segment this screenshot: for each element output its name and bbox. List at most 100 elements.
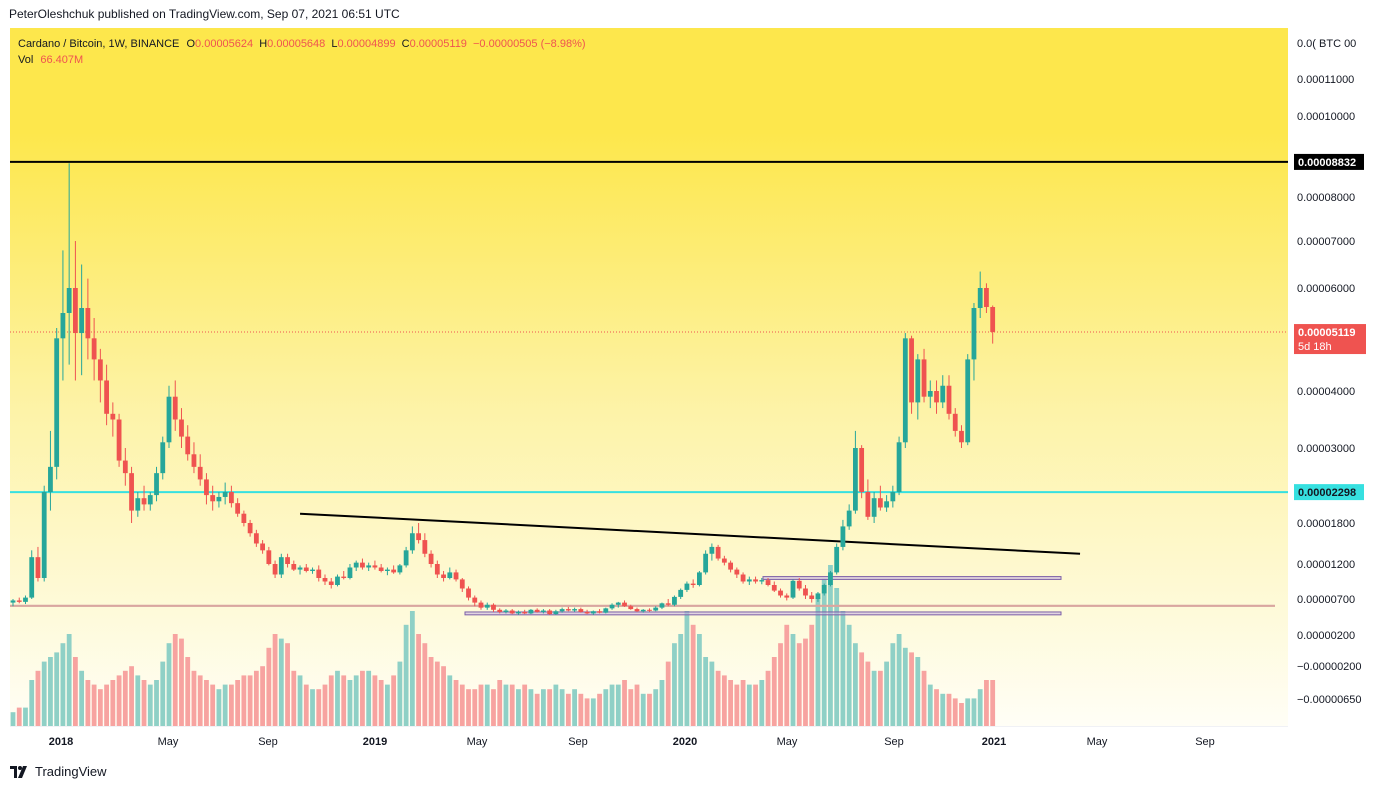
candle-body bbox=[322, 578, 328, 582]
time-axis[interactable]: 2018 May Sep 2019 May Sep 2020 May Sep 2021 May Sep bbox=[0, 726, 1288, 756]
x-tick-label: May bbox=[1087, 736, 1108, 748]
candle-body bbox=[409, 533, 415, 551]
volume-bar bbox=[85, 680, 91, 726]
candle-body bbox=[971, 308, 977, 360]
candle-body bbox=[784, 595, 790, 598]
candle-body bbox=[135, 498, 141, 511]
tradingview-logo[interactable]: TradingView bbox=[10, 764, 107, 779]
volume-bar bbox=[110, 680, 116, 726]
volume-bar bbox=[97, 689, 103, 726]
volume-bar bbox=[740, 680, 746, 726]
candle-body bbox=[66, 288, 72, 313]
candle-body bbox=[54, 338, 60, 467]
candle-body bbox=[828, 572, 833, 585]
volume-bar bbox=[129, 666, 134, 726]
candle-body bbox=[628, 606, 634, 610]
volume-bar bbox=[285, 643, 290, 726]
candle-body bbox=[528, 609, 534, 614]
volume-bar bbox=[391, 675, 397, 726]
candle-body bbox=[79, 308, 85, 334]
volume-bar bbox=[160, 661, 166, 726]
candle-body bbox=[547, 610, 553, 615]
volume-bar bbox=[241, 675, 247, 726]
candle-body bbox=[310, 569, 315, 571]
resistance-zone bbox=[10, 604, 1275, 607]
volume-bar bbox=[959, 703, 964, 726]
volume-bar bbox=[353, 675, 359, 726]
volume-bar bbox=[597, 693, 602, 726]
volume-bar bbox=[341, 675, 347, 726]
volume-bar bbox=[16, 707, 22, 726]
volume-bar bbox=[135, 675, 141, 726]
volume-bar bbox=[534, 693, 540, 726]
candle-body bbox=[191, 454, 197, 467]
candle-body bbox=[765, 580, 771, 585]
candle-body bbox=[484, 604, 490, 608]
volume-bars bbox=[10, 565, 996, 726]
volume-bar bbox=[821, 578, 827, 726]
volume-bar bbox=[753, 684, 758, 726]
candle-body bbox=[41, 492, 47, 578]
candle-body bbox=[915, 359, 921, 403]
volume-bar bbox=[934, 689, 939, 726]
candle-body bbox=[859, 448, 865, 492]
volume-bar bbox=[428, 657, 434, 726]
y-tick-label: 0.00000700 bbox=[1297, 594, 1355, 606]
volume-bar bbox=[453, 680, 459, 726]
candle-body bbox=[247, 523, 253, 534]
volume-bar bbox=[372, 675, 378, 726]
volume-bar bbox=[865, 661, 871, 726]
volume-bar bbox=[721, 675, 727, 726]
candle-body bbox=[740, 574, 746, 582]
candle-body bbox=[129, 473, 134, 511]
volume-bar bbox=[565, 693, 571, 726]
volume-bar bbox=[104, 684, 109, 726]
volume-bar bbox=[116, 675, 122, 726]
volume-bar bbox=[834, 588, 840, 726]
volume-bar bbox=[35, 670, 41, 726]
candle-body bbox=[615, 602, 621, 605]
candle-body bbox=[796, 580, 802, 589]
volume-bar bbox=[403, 624, 409, 726]
candle-body bbox=[871, 498, 877, 517]
volume-bar bbox=[828, 565, 833, 726]
chart-canvas[interactable] bbox=[10, 28, 1288, 726]
volume-bar bbox=[659, 680, 665, 726]
chart-background bbox=[10, 28, 1288, 726]
volume-bar bbox=[902, 647, 908, 726]
y-tick-label: 0.00007000 bbox=[1297, 236, 1355, 248]
price-axis[interactable]: 0.0( BTC 00 0.00011000 0.00010000 0.000080… bbox=[1288, 28, 1386, 726]
candle-body bbox=[29, 557, 35, 598]
candle-body bbox=[335, 576, 340, 585]
candle-body bbox=[746, 579, 752, 582]
candle-body bbox=[110, 413, 116, 420]
volume-bar bbox=[634, 684, 640, 726]
candle-body bbox=[553, 611, 559, 615]
candle-body bbox=[934, 391, 939, 403]
candle-body bbox=[815, 593, 821, 599]
candle-body bbox=[803, 588, 808, 596]
volume-bar bbox=[653, 689, 659, 726]
candle-body bbox=[104, 380, 109, 414]
volume-bar bbox=[378, 680, 384, 726]
volume-bar bbox=[79, 670, 85, 726]
candle-body bbox=[241, 513, 247, 523]
volume-bar bbox=[266, 647, 272, 726]
candle-body bbox=[403, 550, 409, 566]
candle-body bbox=[865, 492, 871, 517]
volume-bar bbox=[197, 675, 203, 726]
candle-body bbox=[834, 546, 840, 573]
volume-bar bbox=[235, 680, 241, 726]
candle-body bbox=[297, 567, 303, 570]
candle-body bbox=[10, 600, 16, 603]
countdown-label: 5d 18h bbox=[1298, 341, 1332, 353]
volume-bar bbox=[640, 693, 646, 726]
candle-body bbox=[565, 609, 571, 611]
x-tick-label: Sep bbox=[1195, 736, 1215, 748]
candle-body bbox=[16, 600, 22, 602]
candles bbox=[10, 163, 996, 615]
volume-bar bbox=[441, 666, 446, 726]
volume-bar bbox=[984, 680, 989, 726]
candle-body bbox=[466, 588, 471, 598]
volume-bar bbox=[971, 698, 977, 726]
